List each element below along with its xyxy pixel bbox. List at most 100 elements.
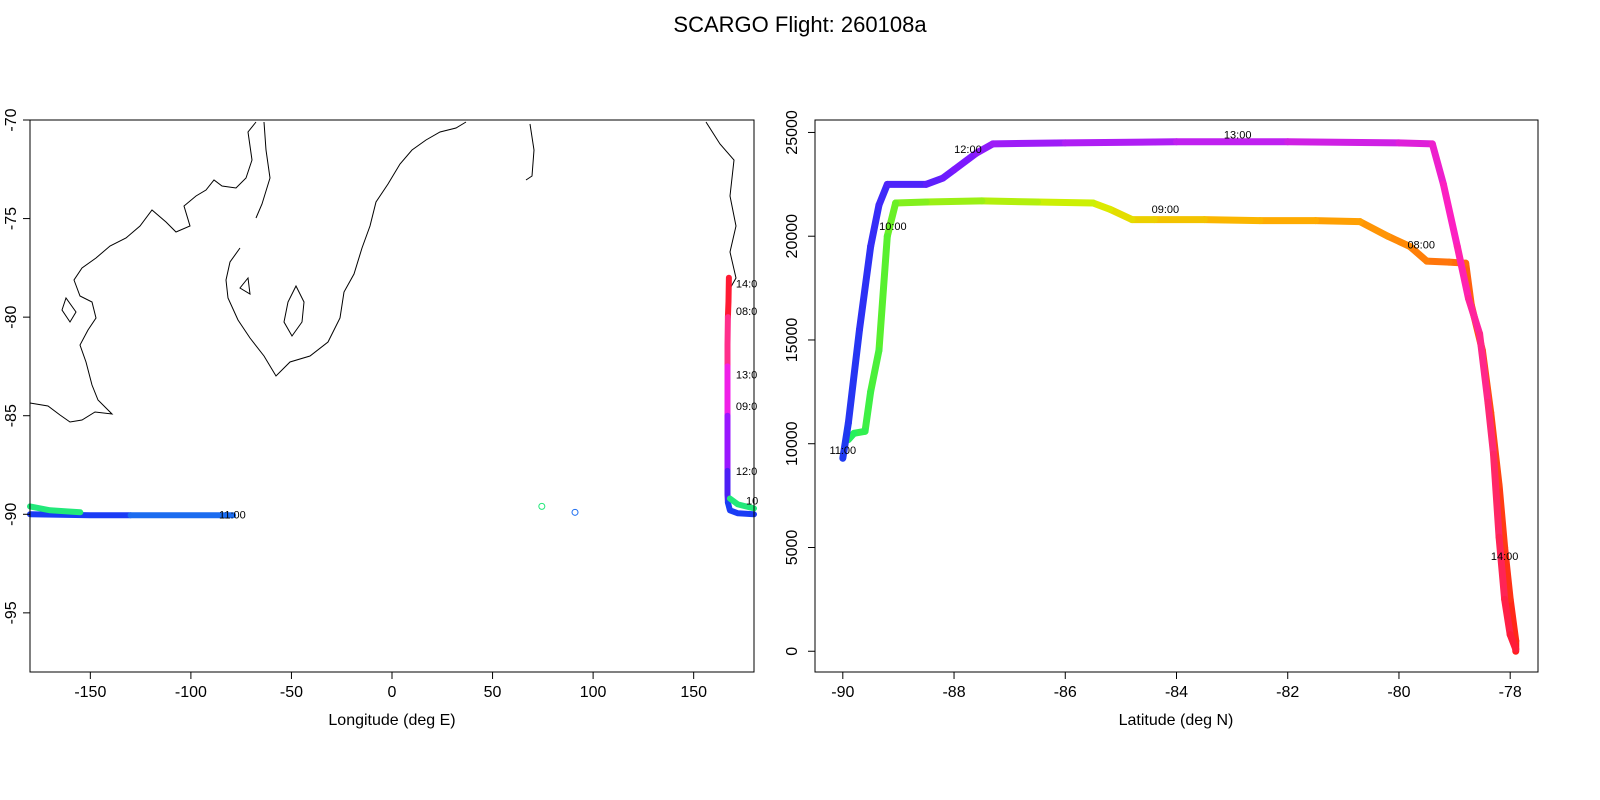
profile-x-tick-label: -88 xyxy=(942,684,965,701)
profile-x-ticks: -90 -88 -86 -84 -82 -80 -78 xyxy=(831,672,1522,701)
profile-y-tick-label: 15000 xyxy=(784,318,801,363)
map-marker-point xyxy=(538,502,546,510)
profile-return-segment xyxy=(989,139,1069,148)
map-time-label: 14:0 xyxy=(736,279,757,291)
map-time-label: 13:0 xyxy=(736,369,757,381)
profile-outbound-segment xyxy=(978,197,1041,206)
profile-return-segment xyxy=(1495,533,1509,603)
profile-outbound-segment xyxy=(867,346,883,396)
map-time-label: 10 xyxy=(746,495,758,507)
profile-return-segment xyxy=(855,243,875,334)
profile-outbound-segment xyxy=(1312,217,1364,226)
profile-outbound-segment xyxy=(1423,257,1453,266)
profile-return-segment xyxy=(839,419,852,462)
coastline-east xyxy=(525,123,535,181)
coastline-east-antarctic xyxy=(705,121,737,293)
map-x-ticks: -150 -100 -50 0 50 100 150 xyxy=(74,672,707,701)
map-time-label: 08:0 xyxy=(736,306,757,318)
profile-x-tick-label: -84 xyxy=(1165,684,1188,701)
profile-return-segment xyxy=(1476,330,1492,406)
map-y-tick-label: -90 xyxy=(3,503,20,526)
map-time-labels: 14:0 08:0 13:0 09:0 12:0 10 11:00 xyxy=(219,279,758,522)
profile-outbound-segment xyxy=(1384,232,1414,251)
profile-time-label: 14:00 xyxy=(1491,551,1519,563)
small-island-coast xyxy=(239,276,251,295)
profile-time-label: 12:00 xyxy=(954,144,982,156)
profile-return-segment xyxy=(1484,398,1498,458)
map-time-label: 09:0 xyxy=(736,401,757,413)
profile-x-tick-label: -82 xyxy=(1276,684,1299,701)
profile-return-segment xyxy=(1464,294,1484,338)
figure-title: SCARGO Flight: 260108a xyxy=(673,12,927,37)
profile-outbound-segment xyxy=(1495,481,1509,551)
map-y-tick-label: -70 xyxy=(3,108,20,131)
profile-time-label: 10:00 xyxy=(879,221,907,233)
profile-return-segment xyxy=(1506,631,1520,653)
map-x-tick-label: 150 xyxy=(680,684,707,701)
coastline-ross-ice-shelf xyxy=(225,121,467,377)
profile-return-segment xyxy=(1453,243,1472,302)
map-marker-point xyxy=(571,508,579,516)
map-x-tick-label: 50 xyxy=(484,684,502,701)
profile-outbound-segment xyxy=(1200,216,1264,225)
profile-outbound-segment xyxy=(1356,218,1392,240)
profile-return-segment xyxy=(1490,450,1503,541)
profile-return-segment xyxy=(1061,138,1180,147)
profile-return-segment xyxy=(1284,138,1403,147)
map-track-segment xyxy=(726,495,757,512)
island-coast xyxy=(61,296,77,323)
profile-x-tick-label: -78 xyxy=(1499,684,1522,701)
profile-outbound-segment xyxy=(1501,543,1514,603)
map-x-tick-label: -100 xyxy=(175,684,207,701)
profile-return-segment xyxy=(1428,140,1447,188)
profile-y-tick-label: 0 xyxy=(784,647,801,656)
profile-return-segment xyxy=(875,180,891,209)
roosevelt-island-coast xyxy=(283,284,305,337)
map-x-axis-label: Longitude (deg E) xyxy=(328,712,455,729)
profile-outbound-segment xyxy=(1406,243,1431,265)
peninsula-coast xyxy=(255,121,271,219)
profile-tracks xyxy=(839,138,1520,655)
profile-y-tick-label: 5000 xyxy=(784,530,801,566)
profile-x-axis-label: Latitude (deg N) xyxy=(1119,712,1234,729)
profile-outbound-segment xyxy=(861,388,875,435)
profile-time-label: 11:00 xyxy=(829,445,856,457)
profile-y-ticks: 0 5000 10000 15000 20000 25000 xyxy=(784,110,815,656)
profile-time-labels: 12:00 13:00 10:00 09:00 08:00 11:00 14:00 xyxy=(829,130,1518,563)
profile-return-segment xyxy=(844,326,863,427)
profile-x-tick-label: -90 xyxy=(831,684,854,701)
profile-x-tick-label: -86 xyxy=(1054,684,1077,701)
profile-y-tick-label: 25000 xyxy=(784,110,801,155)
map-x-tick-label: 0 xyxy=(388,684,397,701)
profile-outbound-segment xyxy=(875,232,891,354)
map-time-label: 11:00 xyxy=(219,509,246,521)
profile-outbound-segment xyxy=(1106,205,1136,224)
map-panel: 14:0 08:0 13:0 09:0 12:0 10 11:00 -150 -100 -50 0… xyxy=(3,108,758,729)
profile-outbound-segment xyxy=(883,199,900,240)
profile-return-segment xyxy=(950,149,980,174)
map-y-tick-label: -75 xyxy=(3,207,20,230)
profile-outbound-segment xyxy=(1033,198,1097,207)
map-x-tick-label: -150 xyxy=(74,684,106,701)
map-y-tick-label: -85 xyxy=(3,404,20,427)
map-track-segment xyxy=(27,503,84,516)
profile-return-segment xyxy=(867,201,883,251)
profile-outbound-segment xyxy=(922,197,986,206)
profile-return-segment xyxy=(1501,595,1514,639)
profile-return-segment xyxy=(1439,180,1461,251)
coastline xyxy=(29,121,737,423)
map-y-ticks: -70 -75 -80 -85 -90 -95 xyxy=(3,108,30,624)
profile-time-label: 09:00 xyxy=(1152,204,1180,216)
map-track-segment xyxy=(27,511,134,519)
map-track-segment xyxy=(724,274,732,321)
map-plot-frame xyxy=(29,119,755,673)
profile-time-label: 13:00 xyxy=(1224,130,1252,142)
map-x-tick-label: -50 xyxy=(280,684,303,701)
map-y-tick-label: -80 xyxy=(3,305,20,328)
profile-return-segment xyxy=(1395,139,1436,148)
profile-time-label: 08:00 xyxy=(1407,240,1435,252)
profile-x-tick-label: -80 xyxy=(1387,684,1410,701)
